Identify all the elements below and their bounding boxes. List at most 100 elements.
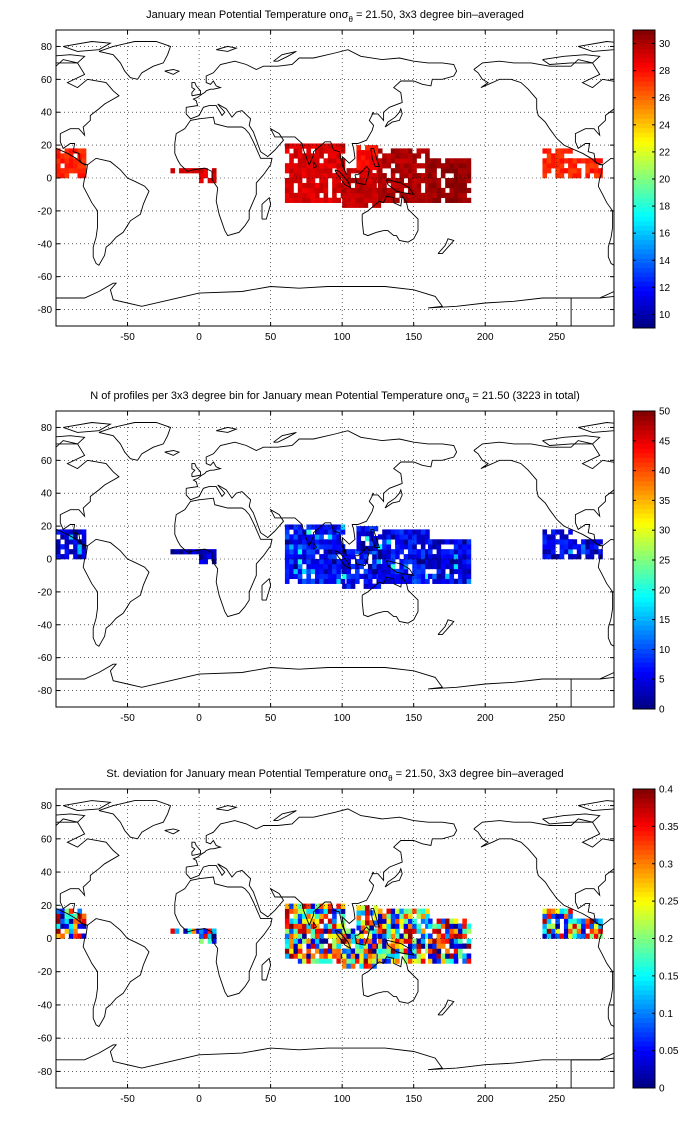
data-cell <box>203 928 208 934</box>
data-cell <box>372 549 377 555</box>
data-cell <box>310 928 316 934</box>
data-cell <box>449 953 455 959</box>
data-cell <box>382 554 387 560</box>
data-cell <box>462 192 467 199</box>
colorbar-step <box>633 541 655 547</box>
data-cell <box>576 173 582 179</box>
colorbar-step <box>633 216 655 222</box>
title-theta: θ <box>348 15 353 24</box>
data-cell <box>302 549 307 555</box>
data-cell <box>323 187 329 194</box>
data-cell <box>293 938 299 944</box>
data-cell <box>327 578 333 584</box>
data-cell <box>346 549 352 555</box>
data-cell <box>440 933 446 939</box>
data-cell <box>332 539 337 545</box>
data-cell <box>293 143 299 149</box>
data-cell <box>568 168 573 174</box>
data-cell <box>356 920 362 926</box>
data-cell <box>289 923 294 929</box>
data-cell <box>81 539 87 545</box>
data-cell <box>432 168 437 174</box>
data-cell <box>314 524 320 530</box>
data-cell <box>377 948 383 954</box>
data-cell <box>289 903 294 909</box>
data-cell <box>310 578 316 584</box>
data-cell <box>568 529 573 535</box>
colorbar-step <box>633 817 655 823</box>
data-cell <box>373 159 379 166</box>
data-cell <box>359 933 364 939</box>
data-cell <box>199 938 204 944</box>
data-cell <box>593 168 599 174</box>
data-cell <box>546 549 552 555</box>
data-cell <box>395 539 400 545</box>
colorbar-step <box>633 835 655 841</box>
colorbar-step <box>633 504 655 510</box>
colorbar-step <box>633 620 655 626</box>
data-cell <box>350 573 356 580</box>
data-cell <box>542 923 548 929</box>
data-cell <box>64 173 70 179</box>
data-cell <box>293 148 299 154</box>
data-cell <box>395 953 400 959</box>
data-cell <box>546 918 552 924</box>
data-cell <box>546 913 552 919</box>
colorbar-step <box>633 550 655 556</box>
colorbar-step <box>633 639 655 645</box>
data-cell <box>440 578 446 584</box>
data-cell <box>376 559 382 565</box>
data-cell <box>390 563 396 570</box>
data-cell <box>203 933 208 939</box>
data-cell <box>445 948 450 954</box>
data-cell <box>284 529 290 535</box>
y-tick-label: -20 <box>38 587 53 598</box>
colorbar-step <box>633 137 655 143</box>
coastline <box>354 926 370 946</box>
colorbar-step <box>633 587 655 593</box>
data-cell <box>327 903 333 909</box>
data-cell <box>323 182 329 189</box>
data-cell <box>386 544 392 550</box>
data-cell <box>425 933 430 939</box>
data-cell <box>289 948 294 954</box>
panel-title: January mean Potential Temperature onσθ … <box>146 9 524 24</box>
data-cell <box>542 173 548 179</box>
data-cell <box>289 953 294 959</box>
data-cell <box>466 568 472 575</box>
data-cell <box>297 163 303 169</box>
data-cell <box>440 943 446 949</box>
data-cell <box>440 568 446 575</box>
data-cell <box>386 958 392 964</box>
data-cell <box>445 938 450 944</box>
data-cell <box>440 539 446 545</box>
data-cell <box>64 554 70 560</box>
colorbar-step <box>633 1083 655 1089</box>
data-cell <box>211 559 217 565</box>
data-cell <box>395 943 400 949</box>
data-cell <box>293 192 299 199</box>
data-cell <box>302 953 307 959</box>
colorbar: 00.050.10.150.20.250.30.350.4 <box>632 785 679 1095</box>
data-cell <box>319 918 324 924</box>
data-cell <box>462 544 467 550</box>
data-cell <box>73 554 78 560</box>
map-panel-2: N of profiles per 3x3 degree bin for Jan… <box>38 390 671 724</box>
data-cell <box>462 923 467 929</box>
data-cell <box>425 148 430 154</box>
data-cell <box>64 163 70 169</box>
data-cell <box>310 958 316 964</box>
data-cell <box>572 168 578 174</box>
data-cell <box>373 150 379 156</box>
data-cell <box>399 173 404 179</box>
data-cell <box>367 963 373 969</box>
data-cell <box>449 573 455 580</box>
colorbar-tick-label: 10 <box>659 645 671 656</box>
data-cell <box>297 563 303 570</box>
data-cell <box>432 559 437 565</box>
grid <box>56 789 614 1088</box>
colorbar-tick-label: 0.15 <box>659 971 679 982</box>
data-cell <box>310 143 316 149</box>
colorbar-tick-label: 24 <box>659 120 671 131</box>
colorbar-step <box>633 625 655 631</box>
